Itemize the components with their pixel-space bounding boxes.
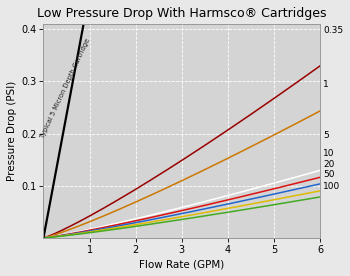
X-axis label: Flow Rate (GPM): Flow Rate (GPM)	[139, 259, 224, 269]
Title: Low Pressure Drop With Harmsco® Cartridges: Low Pressure Drop With Harmsco® Cartridg…	[37, 7, 327, 20]
Y-axis label: Pressure Drop (PSI): Pressure Drop (PSI)	[7, 81, 17, 181]
Text: Typical 5 Micron Depth Cartridge: Typical 5 Micron Depth Cartridge	[40, 37, 91, 139]
